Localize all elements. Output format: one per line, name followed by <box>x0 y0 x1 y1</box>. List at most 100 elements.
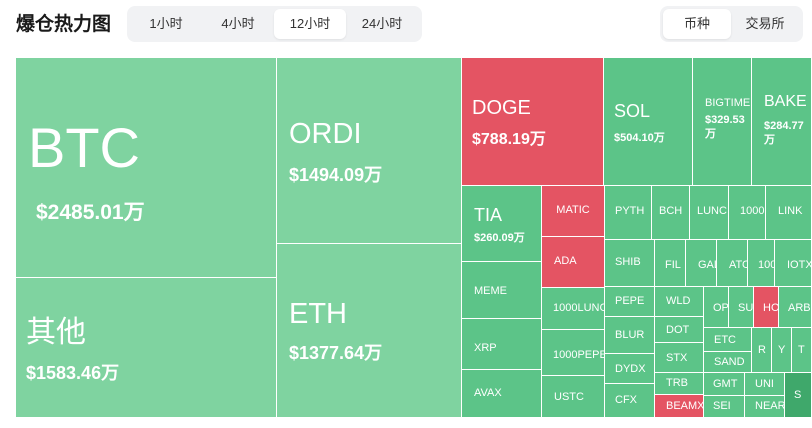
tile-stx[interactable]: STX <box>655 343 704 373</box>
tile-sui[interactable]: SUI <box>729 287 754 328</box>
tile-symbol: IOTX <box>787 259 812 271</box>
type-option-exchange[interactable]: 交易所 <box>745 16 785 31</box>
tile-symbol: STX <box>666 352 688 364</box>
page-title: 爆仓热力图 <box>16 14 112 35</box>
tile-gal[interactable]: GAL <box>686 240 717 287</box>
time-option-12h[interactable]: 12小时 <box>274 9 346 39</box>
tile-symbol: PYTH <box>615 205 645 217</box>
tile-symbol: ORDI <box>289 118 362 150</box>
tile-k1000luna[interactable]: 1000LUNC <box>542 288 605 330</box>
tile-bigtime[interactable]: BIGTIME $329.53万 <box>693 58 752 186</box>
tile-op[interactable]: OP <box>704 287 729 328</box>
tile-symbol: T <box>798 344 805 356</box>
tile-symbol: DOGE <box>472 97 531 119</box>
tile-etc[interactable]: ETC <box>704 328 752 352</box>
tile-value: $1494.09万 <box>289 165 383 185</box>
tile-ustc[interactable]: USTC <box>542 376 605 418</box>
tile-wld[interactable]: WLD <box>655 287 704 317</box>
tile-symbol: SEI <box>713 400 731 412</box>
tile-k1000pepe[interactable]: 1000PEPE <box>542 330 605 376</box>
tile-symbol: SHIB <box>615 256 641 268</box>
tile-k100[interactable]: 100 <box>748 240 775 287</box>
tile-matic[interactable]: MATIC <box>542 186 605 237</box>
tile-xrp[interactable]: XRP <box>462 319 542 370</box>
tile-cfx[interactable]: CFX <box>605 384 655 418</box>
tile-dot[interactable]: DOT <box>655 317 704 343</box>
tile-ada[interactable]: ADA <box>542 237 605 288</box>
tile-t1[interactable]: T <box>792 328 812 373</box>
tile-symbol: TIA <box>474 205 503 225</box>
tile-symbol: USTC <box>554 391 584 403</box>
tile-y1[interactable]: Y <box>772 328 792 373</box>
tile-btc[interactable]: BTC $2485.01万 <box>16 58 277 278</box>
tile-eth[interactable]: ETH $1377.64万 <box>277 244 462 418</box>
tile-pepe[interactable]: PEPE <box>605 287 655 317</box>
tile-s1[interactable]: S <box>785 373 812 418</box>
tile-hot[interactable]: HOT <box>754 287 779 328</box>
tile-symbol: PEPE <box>615 295 645 307</box>
tile-symbol: S <box>794 389 802 401</box>
tile-symbol: ATOM <box>729 259 747 271</box>
tile-sand[interactable]: SAND <box>704 352 752 373</box>
tile-symbol: LUNC <box>697 205 727 217</box>
tile-pyth[interactable]: PYTH <box>605 186 652 240</box>
tile-value: $1583.46万 <box>26 363 120 383</box>
tile-symbol: R <box>758 344 766 356</box>
tile-other[interactable]: 其他 $1583.46万 <box>16 278 277 418</box>
tile-symbol: CFX <box>615 394 637 406</box>
liquidation-heatmap: BTC $2485.01万 其他 $1583.46万 ORDI $1494.09万 ETH $… <box>16 58 812 418</box>
tile-doge[interactable]: DOGE $788.19万 <box>462 58 604 186</box>
tile-ordi[interactable]: ORDI $1494.09万 <box>277 58 462 244</box>
tile-symbol: ETH <box>289 298 347 330</box>
tile-value: $329.53万 <box>705 114 745 140</box>
tile-gmt[interactable]: GMT <box>704 373 745 396</box>
tile-sol[interactable]: SOL $504.10万 <box>604 58 693 186</box>
time-option-1h[interactable]: 1小时 <box>149 16 183 31</box>
tile-dydx[interactable]: DYDX <box>605 354 655 384</box>
tile-r1[interactable]: R <box>752 328 772 373</box>
tile-bch[interactable]: BCH <box>652 186 690 240</box>
tile-trb[interactable]: TRB <box>655 373 704 395</box>
tile-sei[interactable]: SEI <box>704 396 745 418</box>
tile-lunc[interactable]: LUNC <box>690 186 729 240</box>
tile-arb[interactable]: ARB <box>779 287 812 328</box>
tile-symbol: BTC <box>28 116 140 179</box>
tile-value: $284.77万 <box>764 120 804 146</box>
tile-link[interactable]: LINK <box>766 186 812 240</box>
tile-symbol: XRP <box>474 342 497 354</box>
tile-symbol: MATIC <box>556 204 590 216</box>
tile-symbol: ARB <box>788 302 811 314</box>
tile-symbol: 其他 <box>26 316 86 349</box>
tile-value: $260.09万 <box>474 232 525 244</box>
time-option-4h[interactable]: 4小时 <box>221 16 255 31</box>
tile-symbol: Y <box>778 344 786 356</box>
tile-bake[interactable]: BAKE $284.77万 <box>752 58 812 186</box>
tile-value: $2485.01万 <box>36 201 145 224</box>
tile-k1000[interactable]: 1000 <box>729 186 766 240</box>
tile-symbol: DYDX <box>615 363 646 375</box>
tile-symbol: FIL <box>665 259 681 271</box>
tile-atom[interactable]: ATOM <box>717 240 748 287</box>
type-option-coin[interactable]: 币种 <box>663 9 731 39</box>
tile-symbol: LINK <box>778 205 803 217</box>
tile-uni[interactable]: UNI <box>745 373 785 396</box>
tile-shib[interactable]: SHIB <box>605 240 655 287</box>
tile-symbol: ETC <box>714 334 736 346</box>
tile-symbol: WLD <box>666 295 691 307</box>
tile-iotx[interactable]: IOTX <box>775 240 812 287</box>
tile-tia[interactable]: TIA $260.09万 <box>462 186 542 262</box>
tile-symbol: SUI <box>738 302 754 314</box>
tile-fil[interactable]: FIL <box>655 240 686 287</box>
tile-symbol: DOT <box>666 324 690 336</box>
tile-blur[interactable]: BLUR <box>605 317 655 354</box>
tile-avax[interactable]: AVAX <box>462 370 542 418</box>
tile-symbol: BLUR <box>615 329 645 341</box>
tile-symbol: GAL <box>698 259 716 271</box>
tile-meme[interactable]: MEME <box>462 262 542 319</box>
tile-near[interactable]: NEAR <box>745 396 785 418</box>
time-option-24h[interactable]: 24小时 <box>361 16 403 31</box>
tile-symbol: GMT <box>713 378 738 390</box>
tile-symbol: BIGTIME <box>705 97 751 109</box>
tile-beamx[interactable]: BEAMX <box>655 395 704 418</box>
tile-symbol: 1000 <box>740 205 765 217</box>
